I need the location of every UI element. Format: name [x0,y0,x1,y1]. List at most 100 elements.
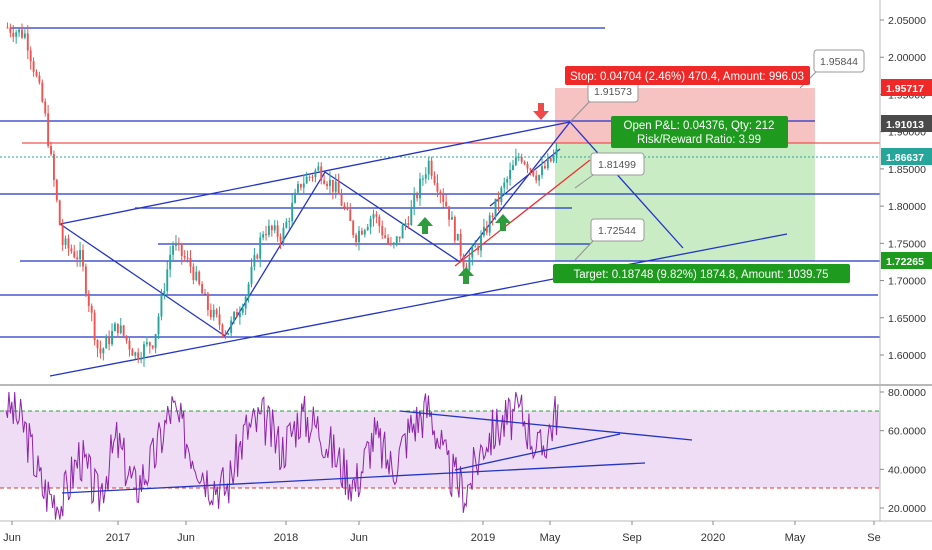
pnl-label: Open P&L: 0.04376, Qty: 212 Risk/Reward … [611,116,788,148]
candle-body [549,157,552,162]
rsi-tick-label: 60.0000 [888,426,926,438]
candle-body [276,225,279,237]
price-tick-label: 1.80000 [888,201,926,213]
channel-bottom[interactable] [49,233,788,377]
ratio-text: Risk/Reward Ratio: 3.99 [637,134,761,146]
candle-body [433,175,436,184]
callout[interactable]: 1.81499 [574,152,645,189]
candle-body [343,205,346,208]
candle-body [299,184,302,188]
candle-body [398,236,401,239]
candle-body [145,342,148,345]
callout[interactable]: 1.95844 [799,49,865,89]
candle-body [401,225,404,239]
time-tick-label: Jun [350,532,368,544]
price-pane[interactable]: 1.95844 1.91573 1.81499 1.72544 Stop: 0.… [0,22,880,377]
candle-body [38,75,41,83]
candle-body [453,217,456,241]
candle-body [389,243,392,245]
candle-body [555,149,558,156]
candle-body [529,168,532,170]
candle-body [340,194,343,206]
candle-body [538,175,541,181]
candle-body [512,165,514,170]
rsi-tick-label: 40.0000 [888,464,926,476]
candle-body [137,352,140,360]
candle-body [349,209,352,221]
candle-body [314,170,317,177]
candle-body [523,161,526,164]
candle-body [442,194,445,202]
candle-body [180,243,183,257]
candle-body [64,238,67,246]
candle-body [514,157,517,166]
rsi-pane[interactable] [0,391,880,520]
candle-body [108,336,111,345]
candle-body [392,242,395,245]
time-tick-label: 2020 [701,532,725,544]
candle-body [128,340,131,350]
rsi-tick-label: 80.0000 [888,387,926,399]
zigzag[interactable] [59,120,684,337]
candle-body [201,284,204,294]
candle-body [61,225,64,246]
candle-body [436,183,439,192]
price-tick-label: 1.70000 [888,276,926,288]
candle-body [15,32,18,37]
rsi-trend-lines[interactable] [61,410,693,494]
stop-label: Stop: 0.04704 (2.46%) 470.4, Amount: 996… [565,66,810,85]
candle-body [430,160,433,176]
candle-body [84,266,87,294]
candle-body [532,169,535,176]
price-tick-label: 1.85000 [888,164,926,176]
price-tick-label: 1.60000 [888,350,926,362]
candle-body [337,181,340,195]
candle-body [506,178,509,183]
candle-body [175,243,177,246]
candle-body [113,323,116,332]
rsi-line [5,391,559,520]
candle-body [198,271,201,285]
price-tick-label: 2.05000 [888,15,926,27]
time-axis[interactable]: Jun 2017 Jun 2018 Jun 2019 May Sep 2020 May Se [0,520,932,544]
time-tick-label: Jun [177,532,195,544]
candle-body [18,29,21,33]
callout-label: 1.81499 [598,159,636,171]
candle-body [323,180,326,184]
candle-body [488,215,491,233]
candle-body [384,235,387,238]
target-label: Target: 0.18748 (9.82%) 1874.8, Amount: … [553,264,850,283]
candle-body [148,342,151,346]
candle-body [244,296,247,309]
candle-body [169,254,172,270]
candle-body [55,179,58,201]
callout[interactable]: 1.72544 [574,218,645,261]
candle-body [305,176,308,184]
arrow-up-icon [417,217,433,234]
candle-body [468,257,471,270]
candle-body [247,283,250,297]
candle-body [410,206,413,226]
target-text: Target: 0.18748 (9.82%) 1874.8, Amount: … [573,269,828,281]
stop-text: Stop: 0.04704 (2.46%) 470.4, Amount: 996… [570,71,804,83]
candle-body [157,316,160,335]
candle-body [471,246,474,258]
price-axis[interactable]: 2.050002.000001.950001.900001.850001.800… [879,0,932,521]
pnl-text: Open P&L: 0.04376, Qty: 212 [624,120,775,132]
candle-body [503,182,506,188]
candle-body [224,333,227,335]
candle-body [360,230,363,235]
candle-body [439,191,442,195]
candle-body [116,323,119,334]
candle-body [262,234,265,238]
price-tag-stop: 1.95717 [886,83,924,95]
candle-body [67,238,70,249]
candle-body [297,184,299,193]
candle-body [236,311,238,318]
callout[interactable]: 1.91573 [569,79,639,123]
candle-body [387,237,389,244]
price-tag: 1.72265 [881,252,932,269]
candle-body [404,223,407,226]
candle-body [500,187,503,203]
